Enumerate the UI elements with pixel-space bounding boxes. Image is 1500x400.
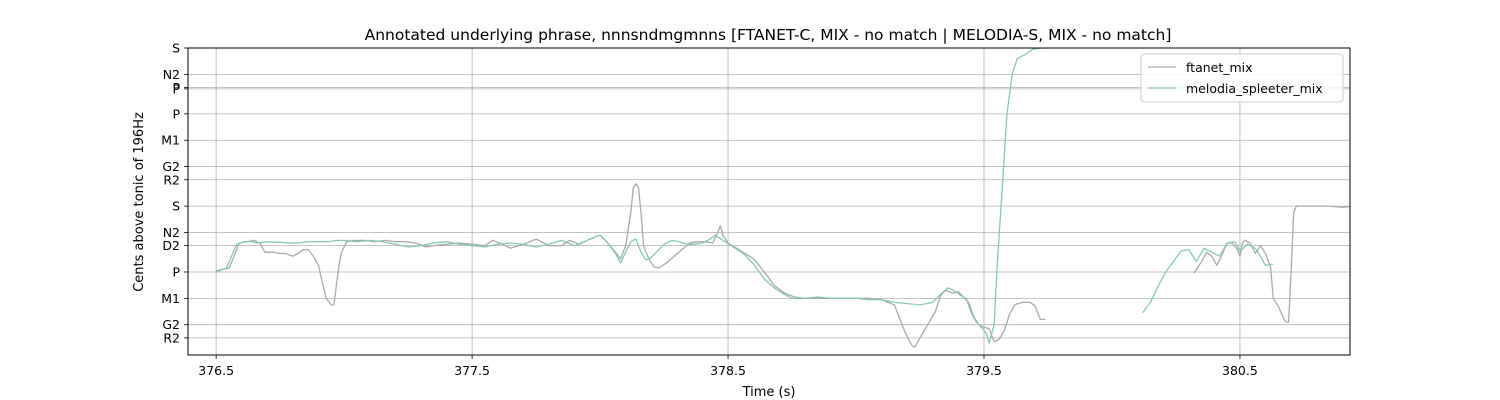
x-axis-label: Time (s) bbox=[742, 385, 796, 400]
y-tick-label: S bbox=[172, 199, 180, 214]
y-tick-label: P bbox=[172, 81, 180, 96]
plot-frame bbox=[187, 47, 1351, 356]
series-line-ftanet_mix bbox=[216, 183, 1046, 348]
y-tick-label: P bbox=[172, 80, 180, 95]
y-tick-label: D2 bbox=[162, 238, 180, 253]
y-tick-label: G2 bbox=[162, 317, 180, 332]
y-tick-label: M1 bbox=[161, 133, 180, 148]
y-tick-label: P bbox=[172, 106, 180, 121]
x-tick-label: 377.5 bbox=[454, 363, 490, 378]
x-tick-label: 379.5 bbox=[966, 363, 1002, 378]
y-tick-label: R2 bbox=[163, 172, 180, 187]
series-layer bbox=[215, 48, 1350, 348]
y-tick-label: N2 bbox=[163, 225, 180, 240]
series-line-melodia_spleeter_mix bbox=[215, 48, 1048, 344]
y-tick-label: N2 bbox=[163, 67, 180, 82]
x-tick-label: 376.5 bbox=[198, 363, 234, 378]
series-line-melodia_spleeter_mix bbox=[1142, 241, 1274, 314]
y-axis-label: Cents above tonic of 196Hz bbox=[132, 112, 147, 292]
x-axis-ticks: 376.5 377.5 378.5 379.5 380.5 bbox=[198, 355, 1258, 378]
legend-box bbox=[1140, 53, 1344, 103]
chart-title: Annotated underlying phrase, nnnsndmgmnn… bbox=[365, 26, 1172, 44]
y-tick-label: M1 bbox=[161, 291, 180, 306]
y-tick-label: G2 bbox=[162, 159, 180, 174]
legend-label-melodia: melodia_spleeter_mix bbox=[1186, 81, 1323, 96]
legend-label-ftanet: ftanet_mix bbox=[1186, 60, 1253, 75]
x-tick-label: 380.5 bbox=[1222, 363, 1258, 378]
legend: ftanet_mix melodia_spleeter_mix bbox=[1140, 53, 1344, 103]
y-tick-label: S bbox=[172, 41, 180, 56]
series-line-ftanet_mix bbox=[1193, 205, 1350, 323]
x-tick-label: 378.5 bbox=[710, 363, 746, 378]
y-tick-label: P bbox=[172, 264, 180, 279]
y-tick-label: R2 bbox=[163, 330, 180, 345]
